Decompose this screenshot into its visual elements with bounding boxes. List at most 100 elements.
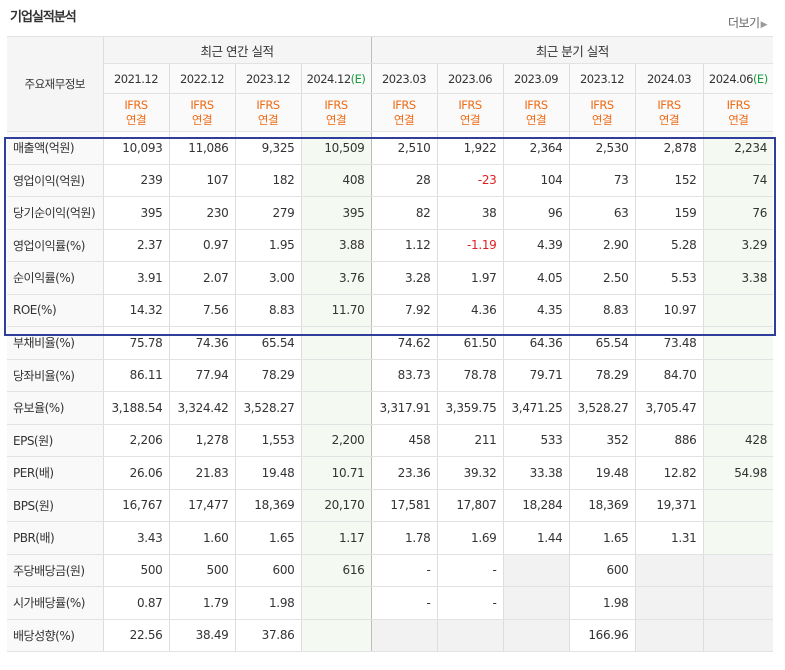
table-cell: -23 bbox=[436, 163, 504, 197]
table-row: BPS(원) 16,767 17,477 18,369 20,170 17,581 17,8… bbox=[7, 488, 774, 522]
table-cell: 4.39 bbox=[502, 228, 570, 262]
table-cell: 61.50 bbox=[436, 326, 504, 360]
period-header: 2023.03 bbox=[370, 63, 438, 94]
table-cell: 3.76 bbox=[300, 261, 372, 295]
table-cell: 10.97 bbox=[634, 293, 704, 327]
consolidated-label: 연결 bbox=[591, 112, 613, 127]
row-label: PBR(배) bbox=[7, 521, 103, 555]
table-cell: 19,371 bbox=[634, 488, 704, 522]
row-label: 주당배당금(원) bbox=[7, 553, 103, 587]
table-cell: 2.90 bbox=[568, 228, 636, 262]
table-cell: 28 bbox=[370, 163, 438, 197]
table-cell: 1.97 bbox=[436, 261, 504, 295]
period-header: 2024.03 bbox=[634, 63, 704, 94]
consolidated-label: 연결 bbox=[257, 112, 279, 127]
table-cell bbox=[634, 553, 704, 587]
table-cell: 600 bbox=[234, 553, 301, 587]
row-label: 시가배당률(%) bbox=[7, 586, 103, 620]
table-row: 주당배당금(원) 500 500 600 616- -600 bbox=[7, 553, 774, 587]
table-cell: 83.73 bbox=[370, 358, 438, 392]
table-cell: 10,509 bbox=[300, 131, 372, 165]
table-row: EPS(원) 2,206 1,278 1,553 2,200 458 211 533 352 88… bbox=[7, 423, 774, 457]
table-row: 시가배당률(%) 0.87 1.79 1.98- -1.98 bbox=[7, 586, 774, 620]
table-cell: 79.71 bbox=[502, 358, 570, 392]
row-label: ROE(%) bbox=[7, 293, 103, 327]
table-row: ROE(%) 14.32 7.56 8.83 11.70 7.92 4.36 4.35 8.83… bbox=[7, 293, 774, 327]
chevron-right-icon: ▶ bbox=[760, 20, 768, 30]
table-cell: 1.31 bbox=[634, 521, 704, 555]
period-header: 2022.12 bbox=[168, 63, 235, 94]
ifrs-label: IFRS bbox=[190, 97, 214, 112]
ifrs-label: IFRS bbox=[392, 97, 416, 112]
row-label: 영업이익률(%) bbox=[7, 228, 103, 262]
table-cell: 3.28 bbox=[370, 261, 438, 295]
table-cell: 39.32 bbox=[436, 456, 504, 490]
label-column-header: 주요재무정보 bbox=[7, 36, 103, 132]
table-row: 영업이익(억원) 239 107 182 408 28 -23 104 73 152 74 bbox=[7, 163, 774, 197]
financial-analysis-table: 주요재무정보 최근 연간 실적 최근 분기 실적 2021.12 2022.12 2… bbox=[7, 36, 774, 652]
table-cell: 104 bbox=[502, 163, 570, 197]
table-cell: 1.65 bbox=[234, 521, 301, 555]
table-cell: 500 bbox=[168, 553, 235, 587]
table-cell: 3,317.91 bbox=[370, 391, 438, 425]
table-cell: 107 bbox=[168, 163, 235, 197]
table-cell: 76 bbox=[702, 196, 774, 230]
consolidated-label: 연결 bbox=[325, 112, 347, 127]
table-cell: 3,528.27 bbox=[234, 391, 301, 425]
table-cell: 458 bbox=[370, 423, 438, 457]
table-cell bbox=[300, 326, 372, 360]
period-header: 2023.09 bbox=[502, 63, 570, 94]
ifrs-basis-header: IFRS 연결 bbox=[234, 93, 301, 132]
period-label: 2024.06 bbox=[708, 71, 754, 86]
row-label: BPS(원) bbox=[7, 488, 103, 522]
ifrs-label: IFRS bbox=[124, 97, 148, 112]
period-label: 2021.12 bbox=[113, 71, 159, 86]
table-cell: 428 bbox=[702, 423, 774, 457]
table-cell: 152 bbox=[634, 163, 704, 197]
table-cell: 4.05 bbox=[502, 261, 570, 295]
table-cell: 2.37 bbox=[102, 228, 169, 262]
consolidated-label: 연결 bbox=[525, 112, 547, 127]
period-label: 2023.12 bbox=[579, 71, 625, 86]
table-cell: 3.00 bbox=[234, 261, 301, 295]
table-cell: 18,369 bbox=[568, 488, 636, 522]
table-cell: 18,369 bbox=[234, 488, 301, 522]
more-label[interactable]: 더보기 bbox=[727, 16, 760, 30]
table-cell bbox=[702, 586, 774, 620]
ifrs-basis-header: IFRS 연결 bbox=[634, 93, 704, 132]
table-cell: 23.36 bbox=[370, 456, 438, 490]
table-cell: 886 bbox=[634, 423, 704, 457]
table-cell: 37.86 bbox=[234, 618, 301, 652]
table-cell: 73.48 bbox=[634, 326, 704, 360]
table-cell: 4.36 bbox=[436, 293, 504, 327]
period-label: 2023.06 bbox=[447, 71, 493, 86]
table-cell: 26.06 bbox=[102, 456, 169, 490]
ifrs-label: IFRS bbox=[524, 97, 548, 112]
more-link[interactable]: 더보기▶ bbox=[727, 14, 768, 31]
table-cell: 73 bbox=[568, 163, 636, 197]
ifrs-label: IFRS bbox=[590, 97, 614, 112]
table-cell: 38 bbox=[436, 196, 504, 230]
table-cell: 3.91 bbox=[102, 261, 169, 295]
annual-group-header: 최근 연간 실적 bbox=[102, 36, 372, 64]
table-cell: 395 bbox=[102, 196, 169, 230]
table-cell bbox=[502, 553, 570, 587]
table-cell: 17,807 bbox=[436, 488, 504, 522]
table-cell: 408 bbox=[300, 163, 372, 197]
table-cell: 65.54 bbox=[568, 326, 636, 360]
table-cell: 159 bbox=[634, 196, 704, 230]
table-cell: 1.12 bbox=[370, 228, 438, 262]
table-row: 당기순이익(억원) 395 230 279 395 82 38 96 63 159 76 bbox=[7, 196, 774, 230]
table-cell: 3,359.75 bbox=[436, 391, 504, 425]
table-cell: 78.29 bbox=[234, 358, 301, 392]
ifrs-basis-header: IFRS 연결 bbox=[702, 93, 774, 132]
row-label: PER(배) bbox=[7, 456, 103, 490]
table-cell: 3,471.25 bbox=[502, 391, 570, 425]
ifrs-basis-header: IFRS 연결 bbox=[300, 93, 372, 132]
table-cell: 395 bbox=[300, 196, 372, 230]
table-cell: 33.38 bbox=[502, 456, 570, 490]
table-cell: 1.65 bbox=[568, 521, 636, 555]
period-label: 2023.12 bbox=[245, 71, 291, 86]
row-label: 매출액(억원) bbox=[7, 131, 103, 165]
table-cell bbox=[702, 326, 774, 360]
